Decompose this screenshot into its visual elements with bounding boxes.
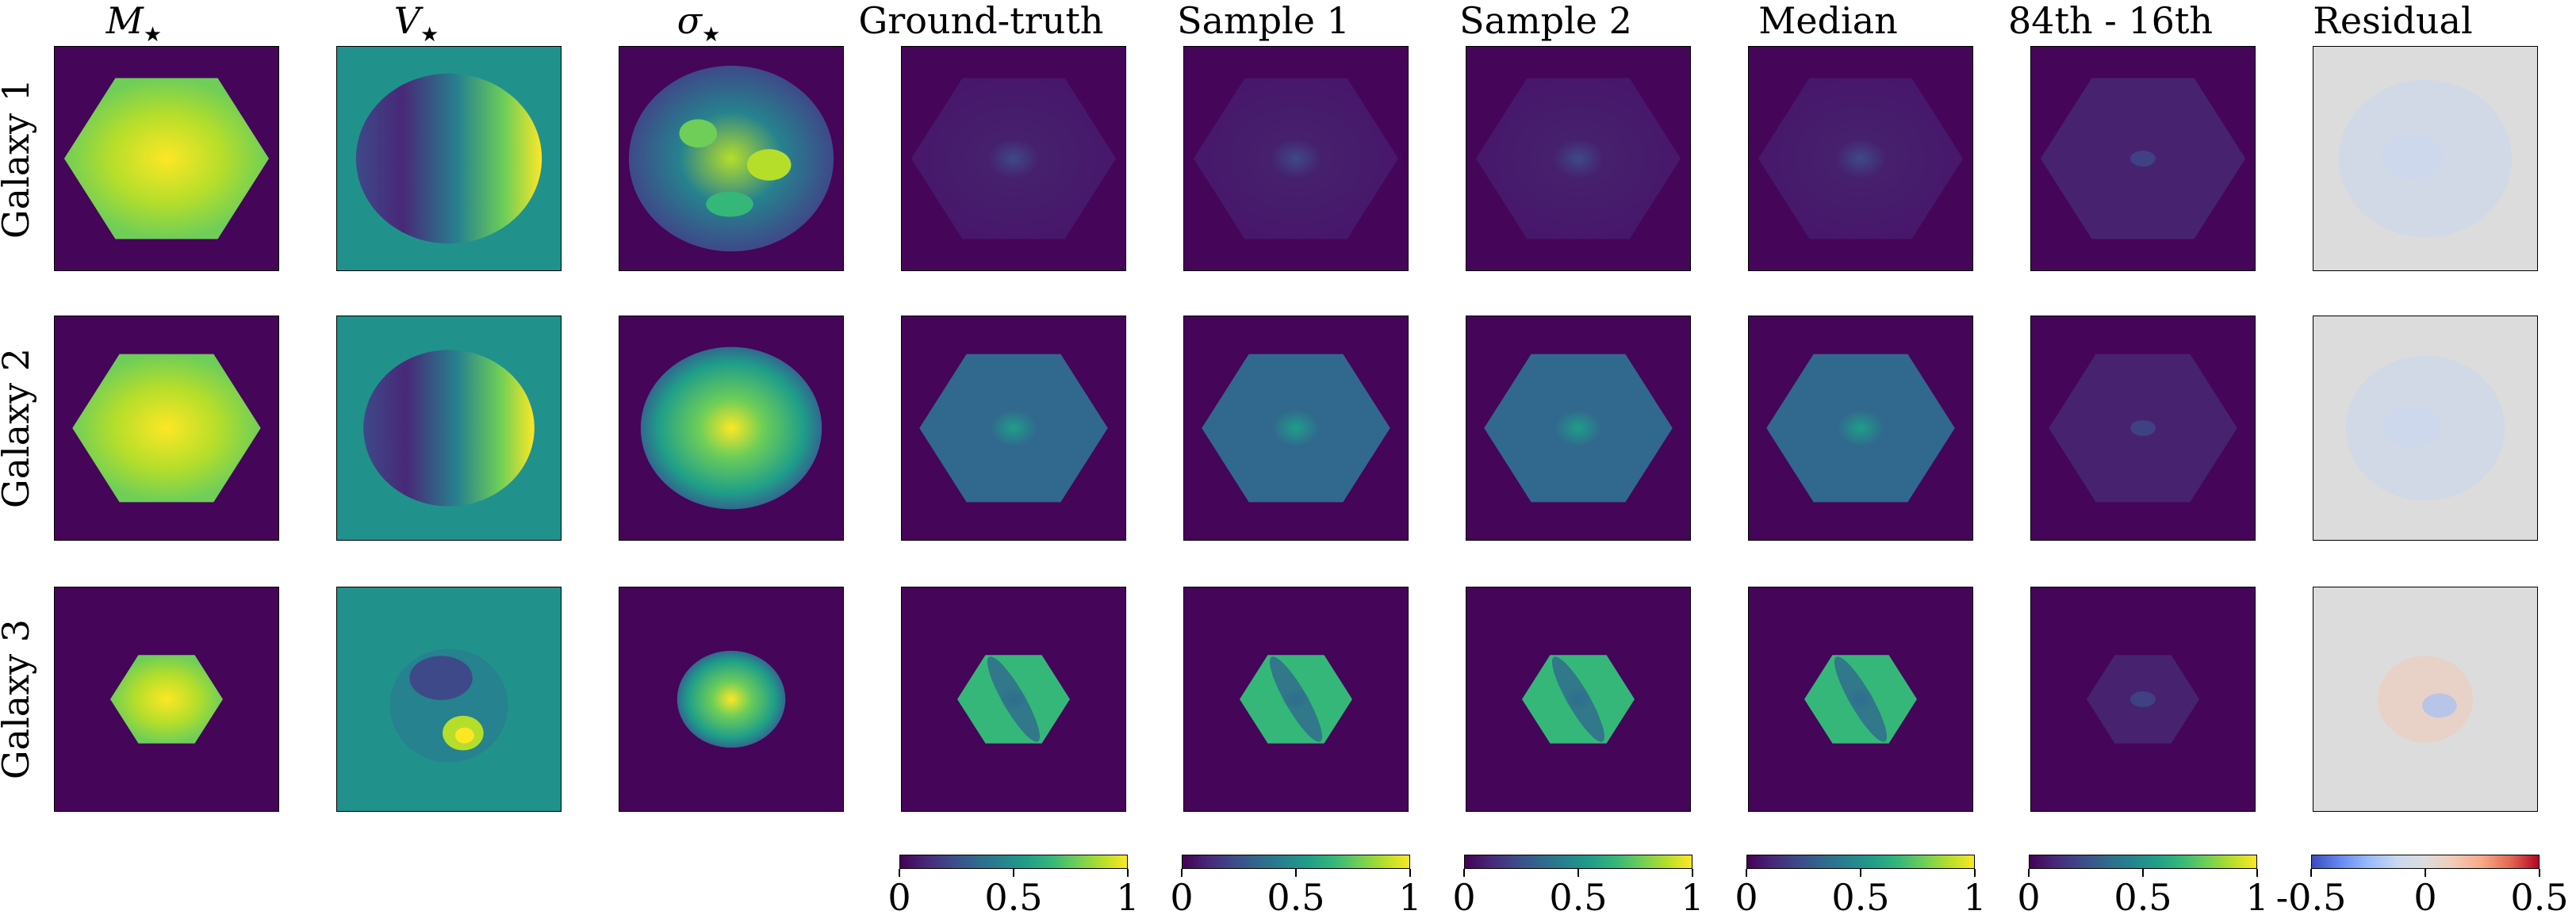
colorbar-tick-label: -0.5 [2275, 876, 2347, 919]
row-label-galaxy-1: Galaxy 1 [0, 78, 37, 239]
panel-s2-galaxy-1 [1466, 46, 1691, 271]
col-title-mstar: M★ [105, 0, 163, 48]
panel-spread-galaxy-1 [2030, 46, 2256, 271]
colorbar-tick [1463, 869, 1465, 877]
col-title-sample-1: Sample 1 [1177, 0, 1350, 42]
colorbar-tick [1181, 869, 1183, 877]
panel-sigma-galaxy-2 [619, 316, 844, 541]
row-label-galaxy-3: Galaxy 3 [0, 619, 37, 780]
colorbar-tick [1692, 869, 1693, 877]
colorbar-tick-label: 0.5 [1267, 876, 1325, 919]
panel-residual-galaxy-3 [2313, 587, 2538, 812]
panel-mstar-galaxy-2 [54, 316, 279, 541]
panel-gt-galaxy-3 [901, 587, 1126, 812]
colorbar-tick-label: 0 [1170, 876, 1194, 919]
colorbar-tick [1409, 869, 1411, 877]
panel-vstar-galaxy-2 [336, 316, 562, 541]
panel-vstar-galaxy-1 [336, 46, 562, 271]
panel-spread-galaxy-2 [2030, 316, 2256, 541]
colorbar-tick-label: 0.5 [1549, 876, 1608, 919]
panel-sigma-galaxy-3 [619, 587, 844, 812]
colorbar-tick-label: 0 [1735, 876, 1758, 919]
col-title-84th-16th: 84th - 16th [2007, 0, 2214, 42]
col-title-sample-2: Sample 2 [1459, 0, 1632, 42]
panel-residual-galaxy-1 [2313, 46, 2538, 271]
colorbar-tick [2539, 869, 2540, 877]
colorbar-tick [1577, 869, 1579, 877]
panel-sigma-galaxy-1 [619, 46, 844, 271]
col-title-sigma: σ★ [677, 0, 721, 48]
colorbar-5 [2029, 855, 2257, 869]
panel-s1-galaxy-1 [1183, 46, 1409, 271]
colorbar-tick-label: 1 [2245, 876, 2269, 919]
colorbar-tick [1013, 869, 1014, 877]
colorbar-tick-label: 1 [1398, 876, 1422, 919]
colorbar-tick [1127, 869, 1129, 877]
colorbar-2 [1182, 855, 1410, 869]
colorbar-tick-label: 0 [2017, 876, 2041, 919]
colorbar-tick-label: 0.5 [2114, 876, 2172, 919]
colorbar-tick-label: 1 [1963, 876, 1987, 919]
panel-mstar-galaxy-3 [54, 587, 279, 812]
colorbar-3 [1464, 855, 1692, 869]
panel-median-galaxy-1 [1748, 46, 1973, 271]
colorbar-tick-label: 0.5 [1831, 876, 1890, 919]
panel-s1-galaxy-2 [1183, 316, 1409, 541]
panel-s2-galaxy-2 [1466, 316, 1691, 541]
colorbar-tick-label: 0.5 [2510, 876, 2569, 919]
colorbar-1 [899, 855, 1128, 869]
colorbar-tick-label: 1 [1681, 876, 1704, 919]
panel-s1-galaxy-3 [1183, 587, 1409, 812]
colorbar-tick-label: 0 [2413, 876, 2437, 919]
colorbar-tick [2310, 869, 2312, 877]
col-title-ground-truth: Ground-truth [858, 0, 1104, 42]
panel-residual-galaxy-2 [2313, 316, 2538, 541]
col-title-vstar: V★ [393, 0, 439, 48]
panel-mstar-galaxy-1 [54, 46, 279, 271]
colorbar-tick-label: 0 [887, 876, 911, 919]
colorbar-6 [2311, 855, 2540, 869]
panel-spread-galaxy-3 [2030, 587, 2256, 812]
colorbar-tick [1860, 869, 1861, 877]
colorbar-tick [1974, 869, 1976, 877]
panel-vstar-galaxy-3 [336, 587, 562, 812]
colorbar-tick [2028, 869, 2030, 877]
panel-gt-galaxy-1 [901, 46, 1126, 271]
panel-median-galaxy-2 [1748, 316, 1973, 541]
colorbar-tick-label: 0.5 [984, 876, 1043, 919]
colorbar-tick [1746, 869, 1747, 877]
colorbar-tick [899, 869, 900, 877]
colorbar-4 [1746, 855, 1975, 869]
panel-median-galaxy-3 [1748, 587, 1973, 812]
colorbar-tick-label: 1 [1116, 876, 1140, 919]
colorbar-tick [2142, 869, 2144, 877]
panel-gt-galaxy-2 [901, 316, 1126, 541]
col-title-residual: Residual [2313, 0, 2473, 42]
colorbar-tick [1295, 869, 1297, 877]
colorbar-tick-label: 0 [1452, 876, 1476, 919]
col-title-median: Median [1758, 0, 1898, 42]
panel-s2-galaxy-3 [1466, 587, 1691, 812]
colorbar-tick [2425, 869, 2426, 877]
colorbar-tick [2256, 869, 2258, 877]
row-label-galaxy-2: Galaxy 2 [0, 348, 37, 509]
